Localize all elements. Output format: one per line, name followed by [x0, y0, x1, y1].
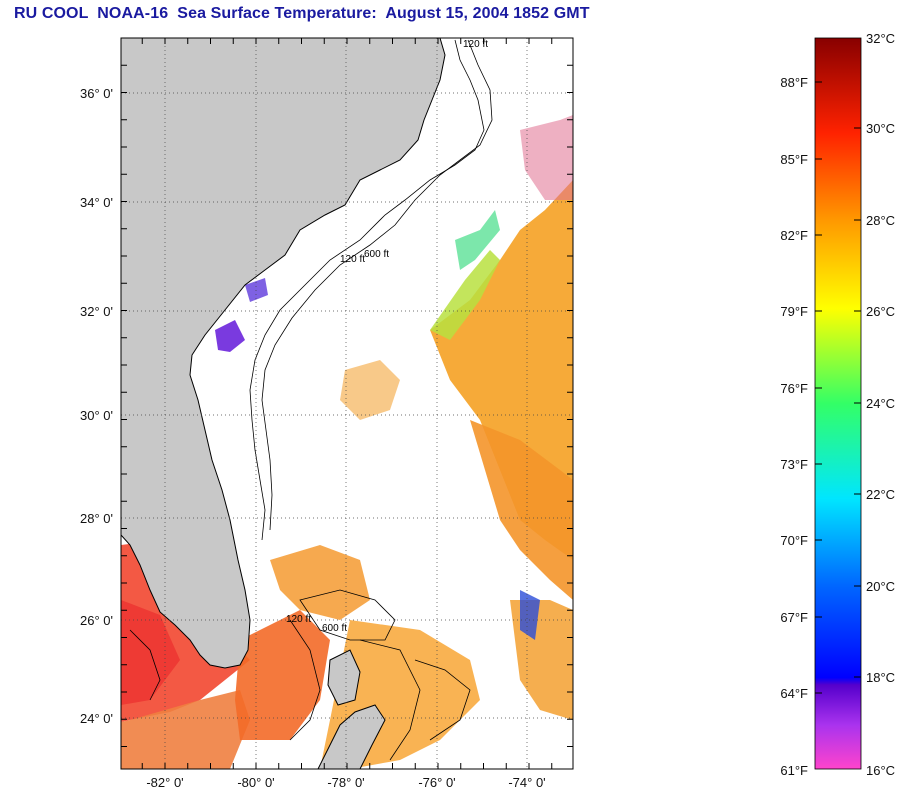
lon-label: -78° 0' [327, 775, 364, 790]
fahrenheit-label: 61°F [780, 763, 808, 778]
svg-text:120 ft: 120 ft [340, 254, 365, 265]
svg-text:120 ft: 120 ft [286, 614, 311, 625]
celsius-label: 32°C [866, 31, 895, 46]
celsius-label: 18°C [866, 670, 895, 685]
latitude-labels: 36° 0' 34° 0' 32° 0' 30° 0' 28° 0' 26° 0… [80, 86, 113, 726]
lat-label: 36° 0' [80, 86, 113, 101]
celsius-label: 20°C [866, 579, 895, 594]
lat-label: 24° 0' [80, 711, 113, 726]
celsius-label: 16°C [866, 763, 895, 778]
isobath-contours [129, 39, 493, 761]
map-area: 120 ft 120 ft 600 ft 600 ft 120 ft [121, 38, 573, 769]
longitude-labels: -82° 0' -80° 0' -78° 0' -76° 0' -74° 0' [146, 775, 545, 790]
fahrenheit-label: 73°F [780, 457, 808, 472]
graticule [121, 38, 573, 769]
fahrenheit-label: 88°F [780, 75, 808, 90]
map-title: RU COOL NOAA-16 Sea Surface Temperature:… [14, 5, 590, 22]
celsius-label: 24°C [866, 396, 895, 411]
lon-label: -82° 0' [146, 775, 183, 790]
lat-label: 34° 0' [80, 195, 113, 210]
svg-text:600 ft: 600 ft [322, 623, 347, 634]
svg-text:600 ft: 600 ft [364, 249, 389, 260]
celsius-label: 30°C [866, 121, 895, 136]
svg-text:120 ft: 120 ft [463, 39, 488, 50]
lat-label: 26° 0' [80, 613, 113, 628]
lat-label: 32° 0' [80, 304, 113, 319]
fahrenheit-label: 64°F [780, 686, 808, 701]
us-southeast-coast [121, 38, 446, 669]
celsius-label: 26°C [866, 304, 895, 319]
temperature-colorbar: 88°F 85°F 82°F 79°F 76°F 73°F 70°F 67°F … [780, 31, 895, 778]
land-layer [121, 38, 446, 769]
andros-island [327, 649, 361, 706]
fahrenheit-label: 67°F [780, 610, 808, 625]
fahrenheit-label: 70°F [780, 533, 808, 548]
celsius-label: 22°C [866, 487, 895, 502]
axis-ticks [121, 37, 573, 769]
celsius-label: 28°C [866, 213, 895, 228]
lon-label: -80° 0' [237, 775, 274, 790]
lon-label: -74° 0' [508, 775, 545, 790]
fahrenheit-label: 76°F [780, 381, 808, 396]
lon-label: -76° 0' [418, 775, 455, 790]
fahrenheit-label: 85°F [780, 152, 808, 167]
cuba-island [317, 704, 386, 769]
fahrenheit-label: 79°F [780, 304, 808, 319]
isobath-labels: 120 ft 120 ft 600 ft 600 ft 120 ft [286, 39, 488, 634]
fahrenheit-label: 82°F [780, 228, 808, 243]
lat-label: 30° 0' [80, 408, 113, 423]
lat-label: 28° 0' [80, 511, 113, 526]
